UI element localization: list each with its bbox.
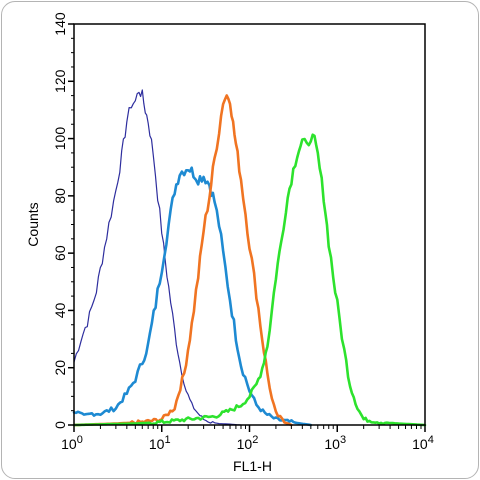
y-tick-label: 120	[52, 69, 68, 93]
y-tick-label: 0	[52, 421, 68, 429]
plot-background	[74, 24, 425, 425]
y-tick-label: 60	[52, 245, 68, 261]
series-line-1	[73, 89, 242, 426]
series-line-4	[72, 133, 427, 427]
y-tick-label: 80	[52, 188, 68, 204]
y-tick-label: 140	[52, 12, 68, 36]
y-tick-label: 40	[52, 302, 68, 318]
y-axis-title: Counts	[25, 202, 41, 246]
x-tick-label: 102	[237, 434, 259, 452]
y-tick-label: 20	[52, 360, 68, 376]
plot-area	[72, 23, 427, 427]
y-axis: 0 20 40 60 80 100 120 140	[52, 12, 74, 429]
y-tick-label: 100	[52, 127, 68, 151]
x-tick-label: 103	[324, 434, 346, 452]
series-line-2	[72, 166, 313, 427]
x-tick-label: 101	[149, 434, 171, 452]
x-tick-label: 100	[61, 434, 83, 452]
series-layer	[72, 89, 427, 427]
x-axis-title: FL1-H	[233, 458, 272, 474]
x-tick-label: 104	[412, 434, 434, 452]
x-axis: 100 101 102 103 104	[61, 425, 434, 452]
